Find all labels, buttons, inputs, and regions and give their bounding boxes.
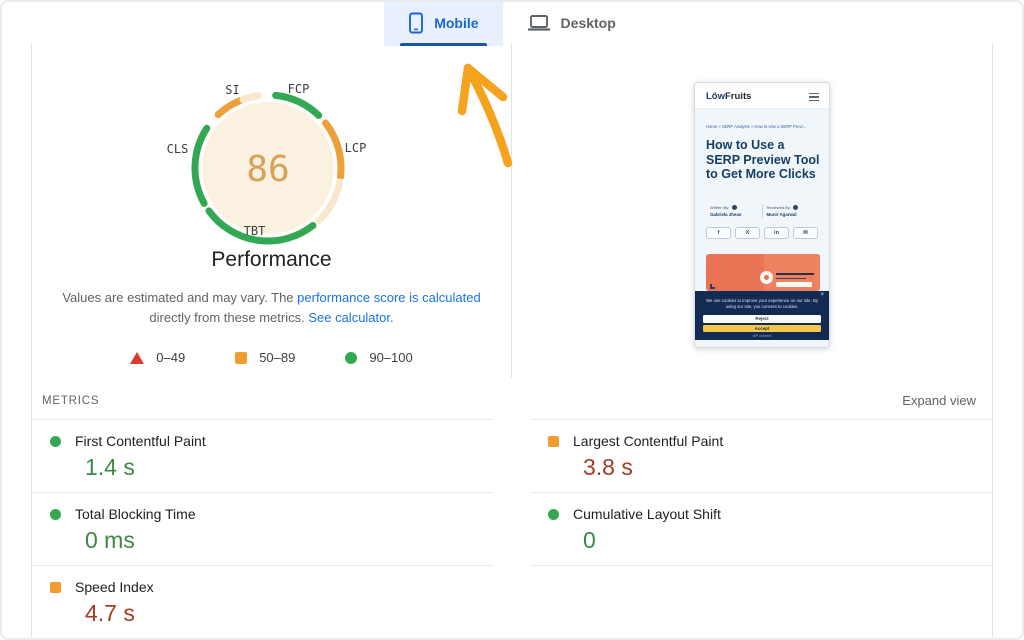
gauge-label-si: SI	[225, 83, 240, 97]
reviewed-by-label: Reviewed By:	[766, 205, 791, 210]
preview-article-title: How to Use a SERP Preview Tool to Get Mo…	[706, 138, 820, 181]
metric-value: 4.7 s	[85, 600, 135, 626]
legend-average-label: 50–89	[259, 350, 296, 365]
see-calculator-link[interactable]: See calculator.	[308, 310, 394, 325]
good-circle-icon	[345, 351, 358, 364]
performance-gauge: 86 SI FCP CLS LCP TBT	[102, 82, 442, 258]
preview-breadcrumb: Home » SERP Analysis » How to Use a SERP…	[706, 124, 807, 129]
target-circle-icon	[760, 271, 773, 284]
preview-cookie-banner: × We use cookies to improve your experie…	[695, 291, 829, 340]
reviewed-by-block: Reviewed By: Munir Agarwal	[761, 204, 819, 219]
performance-report-card: 86 SI FCP CLS LCP TBT Performance Values…	[31, 44, 993, 640]
gauge-ring: 86	[191, 91, 344, 245]
good-circle-icon	[548, 508, 559, 520]
preview-header: LôwFruits	[695, 83, 829, 109]
gauge-label-tbt: TBT	[243, 224, 266, 238]
metrics-grid: First Contentful Paint 1.4 s Largest Con…	[32, 419, 992, 638]
author-name: Gabriela Jhean	[710, 212, 742, 218]
metric-name: First Contentful Paint	[75, 433, 206, 449]
metric-value: 1.4 s	[85, 454, 135, 480]
metric-name: Total Blocking Time	[75, 506, 196, 522]
report-top-section: 86 SI FCP CLS LCP TBT Performance Values…	[32, 44, 992, 378]
tab-mobile[interactable]: Mobile	[384, 0, 503, 46]
good-circle-icon	[50, 435, 61, 447]
performance-score: 86	[246, 149, 289, 190]
metric-empty-cell	[530, 565, 992, 638]
legend-good-label: 90–100	[369, 350, 413, 365]
score-legend: 0–49 50–89 90–100	[32, 350, 511, 365]
preview-logo: LôwFruits	[706, 91, 751, 102]
good-circle-icon	[50, 508, 61, 520]
expand-view-button[interactable]: Expand view	[902, 393, 976, 408]
metric-cls: Cumulative Layout Shift 0	[530, 492, 992, 565]
desktop-laptop-icon	[527, 13, 551, 33]
gauge-title: Performance	[211, 248, 332, 271]
cookie-reject-button: Reject	[703, 315, 821, 323]
metric-name: Speed Index	[75, 579, 154, 595]
metrics-section-title: METRICS	[42, 394, 100, 407]
gauge-label-cls: CLS	[166, 142, 189, 156]
mobile-phone-icon	[408, 12, 424, 34]
legend-average: 50–89	[235, 350, 295, 365]
gauge-label-fcp: FCP	[287, 82, 310, 96]
average-square-icon	[50, 581, 61, 593]
written-by-label: Written By:	[710, 205, 730, 210]
tab-desktop[interactable]: Desktop	[503, 0, 640, 46]
linkedin-share-icon: in	[764, 227, 789, 239]
footnote-text-2: directly from these metrics.	[149, 310, 309, 325]
active-tab-underline	[400, 42, 487, 46]
legend-fail: 0–49	[130, 350, 185, 365]
tab-mobile-label: Mobile	[434, 15, 479, 31]
metric-value: 3.8 s	[583, 454, 633, 480]
metric-name: Cumulative Layout Shift	[573, 506, 721, 522]
calculation-link[interactable]: performance score is calculated	[297, 290, 481, 305]
hamburger-menu-icon	[809, 93, 819, 103]
metric-fcp: First Contentful Paint 1.4 s	[32, 419, 494, 492]
gauge-label-lcp: LCP	[344, 141, 367, 155]
page-screenshot-section: LôwFruits Home » SERP Analysis » How to …	[512, 44, 992, 378]
cookie-message: We use cookies to improve your experienc…	[706, 298, 818, 309]
footnote-text-1: Values are estimated and may vary. The	[62, 290, 298, 305]
legend-fail-label: 0–49	[156, 350, 186, 365]
device-tabbar: Mobile Desktop	[0, 0, 1024, 46]
reviewer-avatar	[792, 205, 798, 211]
metric-value: 0	[583, 527, 596, 553]
metric-lcp: Largest Contentful Paint 3.8 s	[530, 419, 992, 492]
metrics-header-row: METRICS Expand view	[32, 393, 992, 408]
logo-part-low: Lôw	[706, 91, 725, 102]
cookie-footer-text: WP consent	[752, 334, 772, 338]
reviewer-name: Munir Agarwal	[766, 212, 797, 218]
cursor-glyph	[710, 284, 715, 289]
metric-tbt: Total Blocking Time 0 ms	[32, 492, 494, 565]
metric-si: Speed Index 4.7 s	[32, 565, 494, 638]
logo-part-fruits: Fruits	[725, 91, 752, 102]
facebook-share-icon: f	[706, 227, 731, 239]
written-by-block: Written By: Gabriela Jhean	[706, 204, 762, 218]
author-avatar	[731, 205, 737, 211]
email-share-icon: ✉	[793, 227, 818, 239]
average-square-icon	[548, 435, 559, 447]
metric-name: Largest Contentful Paint	[573, 433, 724, 449]
preview-featured-image	[706, 254, 820, 291]
preview-author-block: Written By: Gabriela Jhean Reviewed By: …	[706, 204, 819, 219]
preview-social-row: f X in ✉	[706, 227, 818, 239]
score-gauge-section: 86 SI FCP CLS LCP TBT Performance Values…	[32, 44, 512, 378]
fail-triangle-icon	[130, 351, 145, 364]
cookie-accept-button: Accept	[703, 324, 821, 332]
x-share-icon: X	[735, 227, 760, 239]
cookie-close-icon: ×	[820, 292, 824, 298]
average-square-icon	[235, 351, 248, 364]
score-footnote: Values are estimated and may vary. The p…	[32, 288, 511, 328]
metric-value: 0 ms	[85, 527, 135, 553]
page-screenshot-thumbnail[interactable]: LôwFruits Home » SERP Analysis » How to …	[694, 82, 830, 348]
tab-desktop-label: Desktop	[560, 15, 616, 31]
legend-good: 90–100	[345, 350, 413, 365]
